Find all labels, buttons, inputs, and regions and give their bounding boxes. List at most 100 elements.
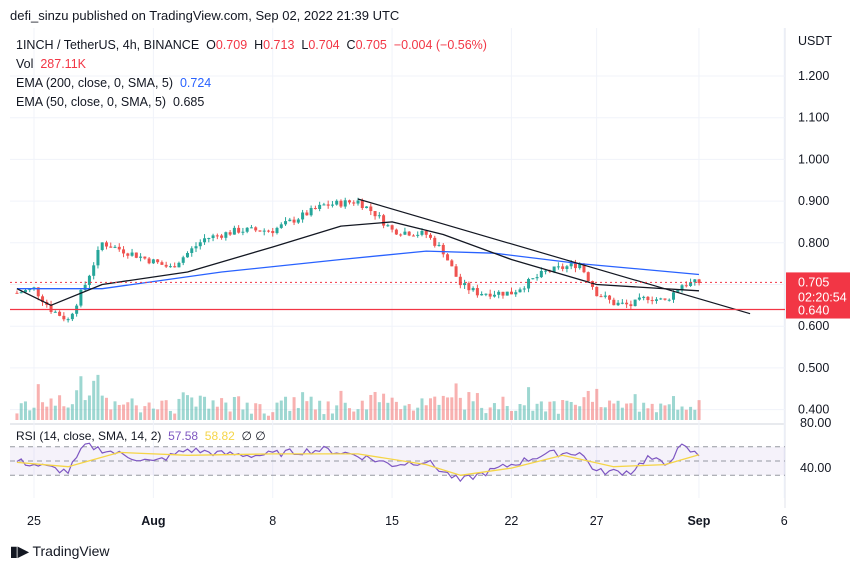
candle-body [484,293,488,295]
price-tick-label: 1.100 [798,111,829,125]
candle-body [488,293,492,297]
candle-body [565,266,569,269]
volume-bar [684,409,688,420]
candle-body [689,282,693,287]
volume-label: Vol [16,57,34,71]
volume-bar [608,400,612,420]
candle-body [305,212,309,216]
volume-bar [488,407,492,420]
volume-bar [156,409,160,420]
time-tick-label: 22 [504,514,518,528]
volume-bar [676,409,680,420]
volume-bar [454,383,458,420]
volume-bar [122,404,126,420]
volume-row: Vol 287.11K [16,55,487,74]
candle-body [173,266,177,268]
candle-body [139,256,143,258]
candle-body [582,264,586,273]
candle-body [70,313,74,320]
price-chart[interactable]: 1.2001.1001.0000.9000.8000.7000.6000.500… [0,28,860,538]
candle-body [684,285,688,287]
ema200-row: EMA (200, close, 0, SMA, 5) 0.724 [16,74,487,93]
candle-body [561,266,565,269]
candle-body [49,304,53,312]
candle-body [663,298,667,300]
candle-body [373,211,377,217]
candle-body [271,231,275,234]
candle-body [347,200,351,203]
volume-bar [539,401,543,420]
symbol-label: 1INCH / TetherUS, 4h, BINANCE [16,38,200,52]
candle-body [527,278,531,289]
time-tick-label: 27 [590,514,604,528]
volume-bar [471,401,475,420]
candle-body [433,237,437,246]
volume-bar [271,412,275,420]
volume-bar [241,409,245,420]
volume-bar [339,390,343,420]
candle-body [190,248,194,253]
volume-bar [198,395,202,420]
volume-bar [215,406,219,420]
candle-body [130,252,134,256]
volume-bar [237,396,241,420]
candle-body [301,212,305,220]
candle-body [637,297,641,300]
rsi-label: RSI (14, close, SMA, 14, 2) [16,429,162,443]
ema50-row: EMA (50, close, 0, SMA, 5) 0.685 [16,93,487,112]
candle-body [220,235,224,238]
volume-bar [19,403,23,420]
volume-bar [518,404,522,420]
volume-bar [672,396,676,420]
candle-body [514,292,518,295]
volume-bar [365,409,369,420]
volume-bar [313,409,317,420]
volume-bar [450,397,454,420]
candle-body [181,257,185,263]
volume-bar [288,410,292,420]
rsi-extra: ∅ ∅ [241,429,266,443]
brand-text: TradingView [32,543,110,559]
volume-bar [522,405,526,420]
volume-bar [309,396,313,420]
volume-bar [53,405,57,420]
volume-bar [514,410,518,420]
candle-body [578,264,582,269]
volume-bar [211,400,215,420]
volume-bar [475,393,479,420]
candle-body [458,276,462,286]
candle-body [104,242,108,247]
candle-body [693,279,697,283]
volume-bar [458,397,462,420]
candle-body [633,299,637,307]
volume-bar [266,415,270,420]
volume-bar [360,400,364,420]
volume-bar [386,402,390,420]
candle-body [288,219,292,222]
volume-bar [616,400,620,420]
candle-body [535,277,539,279]
candle-body [224,232,228,238]
candle-body [420,231,424,235]
currency-label: USDT [798,34,832,48]
volume-bar [160,400,164,420]
rsi-ma-value: 58.82 [204,429,235,443]
candle-body [113,246,117,248]
candle-body [595,286,599,297]
volume-bar [403,405,407,420]
price-tick-label: 0.800 [798,236,829,250]
candle-body [382,215,386,226]
candle-body [620,302,624,304]
tradingview-footer[interactable]: ▮▶ TradingView [10,543,110,560]
volume-bar [126,402,130,420]
time-tick-label: 6 [781,514,788,528]
candle-body [232,227,236,235]
volume-bar [347,408,351,420]
candle-body [667,299,671,301]
candle-body [352,202,356,204]
volume-bar [620,407,624,420]
candle-body [15,292,19,294]
rsi-tick-label: 80.00 [800,416,831,430]
candle-body [185,252,189,258]
candle-body [23,290,27,293]
